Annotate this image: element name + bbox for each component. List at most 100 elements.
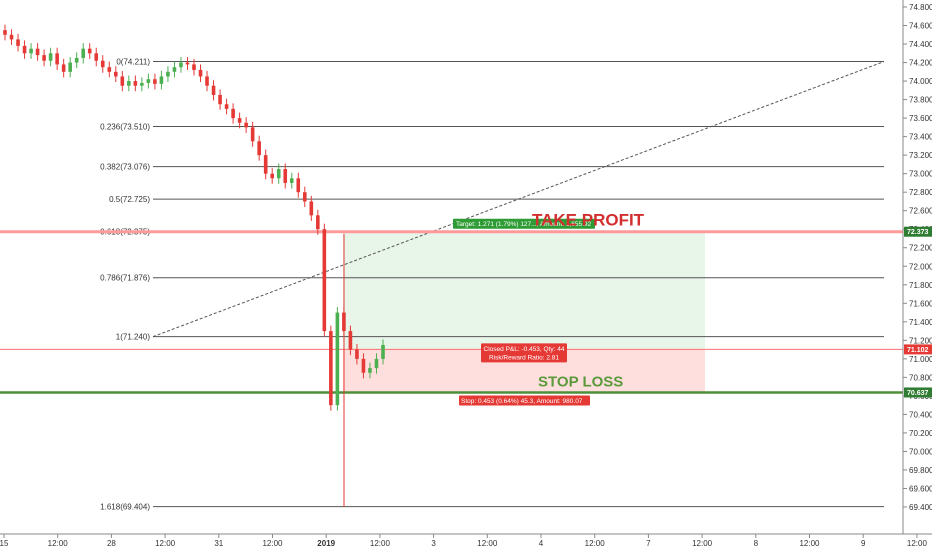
price-candles	[3, 24, 385, 507]
candle-body	[192, 64, 196, 70]
candle-body	[224, 104, 229, 109]
candle-body	[270, 173, 275, 179]
candle-body	[263, 155, 268, 174]
candle-body	[374, 358, 379, 369]
y-tick-label: 70.200	[909, 429, 932, 438]
candle-body	[100, 60, 105, 68]
candle-body	[113, 71, 118, 77]
candle-body	[22, 45, 27, 54]
candle-body	[68, 62, 72, 72]
candle-body	[87, 48, 92, 54]
fib-level-label: 1.618(69.404)	[100, 503, 150, 512]
y-tick-label: 69.600	[909, 484, 932, 493]
candle-body	[361, 358, 366, 373]
candle-body	[172, 67, 177, 72]
closed-pnl-label: Closed P&L: -0.453, Qty: 44 Risk/Reward …	[481, 343, 567, 363]
candle-body	[218, 94, 222, 105]
stop-label-text: Stop: 0.453 (0.64%) 45.3, Amount: 980.07	[461, 398, 583, 405]
candle-body	[35, 48, 40, 56]
y-tick-label: 70.400	[909, 410, 932, 419]
price-tag-bg	[904, 387, 932, 398]
candle-body	[205, 76, 209, 86]
candle-body	[61, 64, 66, 72]
candle-body	[29, 48, 33, 54]
y-tick-label: 74.600	[909, 22, 932, 31]
x-axis-ticks[interactable]: 15 12:00 28 12:00 31 12:00 2019 12:00 3 12:00 4 12:…	[0, 534, 927, 548]
candle-body	[250, 127, 255, 142]
candle-body	[120, 76, 125, 86]
target-label-text: Target: 1.271 (1.79%) 127..., Amount: 1,…	[456, 221, 592, 228]
y-tick-label: 71.200	[909, 336, 932, 345]
fib-level-label: 1(71.240)	[116, 333, 151, 342]
candle-body	[146, 79, 151, 83]
candle-body	[166, 71, 170, 77]
y-tick-label: 72.800	[909, 188, 932, 197]
candle-body	[198, 69, 203, 77]
y-tick-label: 72.600	[909, 207, 932, 216]
candle-body	[185, 62, 190, 65]
candle-body	[153, 79, 157, 84]
candle-body	[231, 108, 235, 119]
x-tick-label: 12:00	[262, 539, 283, 548]
y-tick-label: 69.800	[909, 466, 932, 475]
stop-label: Stop: 0.453 (0.64%) 45.3, Amount: 980.07	[459, 395, 590, 406]
candle-body	[296, 178, 301, 193]
x-tick-label: 2019	[317, 539, 335, 548]
price-tag-label: 72.373	[907, 229, 929, 236]
y-tick-label: 72.200	[909, 244, 932, 253]
y-tick-label: 71.800	[909, 281, 932, 290]
candle-body	[276, 169, 281, 179]
stop-loss-annotation: STOP LOSS	[538, 373, 623, 390]
y-tick-label: 73.400	[909, 133, 932, 142]
trend-line[interactable]	[152, 61, 885, 338]
y-tick-label: 72.000	[909, 262, 932, 271]
x-tick-label: 4	[539, 539, 544, 548]
fib-level-label: 0.236(73.510)	[100, 122, 150, 131]
y-tick-label: 70.000	[909, 447, 932, 456]
candle-body	[257, 141, 261, 156]
candle-body	[381, 344, 385, 359]
x-tick-label: 12:00	[477, 539, 498, 548]
candle-body	[127, 81, 131, 86]
candle-body	[74, 57, 79, 63]
y-tick-label: 73.200	[909, 151, 932, 160]
y-tick-label: 69.400	[909, 503, 932, 512]
risk-reward-text: Risk/Reward Ratio: 2.81	[489, 354, 559, 361]
take-profit-annotation: TAKE PROFIT	[532, 211, 645, 230]
x-tick-label: 12:00	[585, 539, 606, 548]
y-tick-label: 71.400	[909, 318, 932, 327]
x-tick-label: 9	[861, 539, 866, 548]
price-tag-label: 71.102	[907, 347, 929, 354]
x-tick-label: 28	[107, 539, 116, 548]
x-tick-label: 12:00	[692, 539, 713, 548]
y-tick-label: 74.200	[909, 59, 932, 68]
fib-level-label: 0.786(71.876)	[100, 274, 150, 283]
y-tick-label: 70.800	[909, 373, 932, 382]
candle-body	[9, 34, 14, 40]
x-tick-label: 7	[646, 539, 651, 548]
y-tick-label: 74.800	[909, 3, 932, 12]
candle-body	[368, 368, 372, 373]
candle-body	[211, 85, 216, 95]
candle-body	[107, 67, 112, 72]
price-tag-bg	[904, 344, 932, 355]
x-tick-label: 8	[754, 539, 759, 548]
candle-body	[3, 30, 7, 35]
candle-body	[179, 62, 183, 68]
candle-body	[81, 48, 86, 58]
candle-body	[140, 82, 144, 86]
candle-body	[302, 192, 307, 202]
candle-body	[289, 178, 294, 183]
x-tick-label: 12:00	[907, 539, 928, 548]
y-axis-ticks[interactable]: 74.800 74.600 74.400 74.200 74.000 73.800 73.6…	[903, 3, 932, 512]
y-tick-label: 74.400	[909, 40, 932, 49]
target-label: Target: 1.271 (1.79%) 127..., Amount: 1,…	[453, 218, 595, 229]
closed-pnl-text: Closed P&L: -0.453, Qty: 44	[484, 346, 565, 353]
x-tick-label: 3	[431, 539, 436, 548]
price-tag-label: 70.637	[907, 390, 929, 397]
candle-body	[237, 118, 242, 123]
fib-level-label: 0.382(73.076)	[100, 163, 150, 172]
y-tick-label: 71.600	[909, 299, 932, 308]
